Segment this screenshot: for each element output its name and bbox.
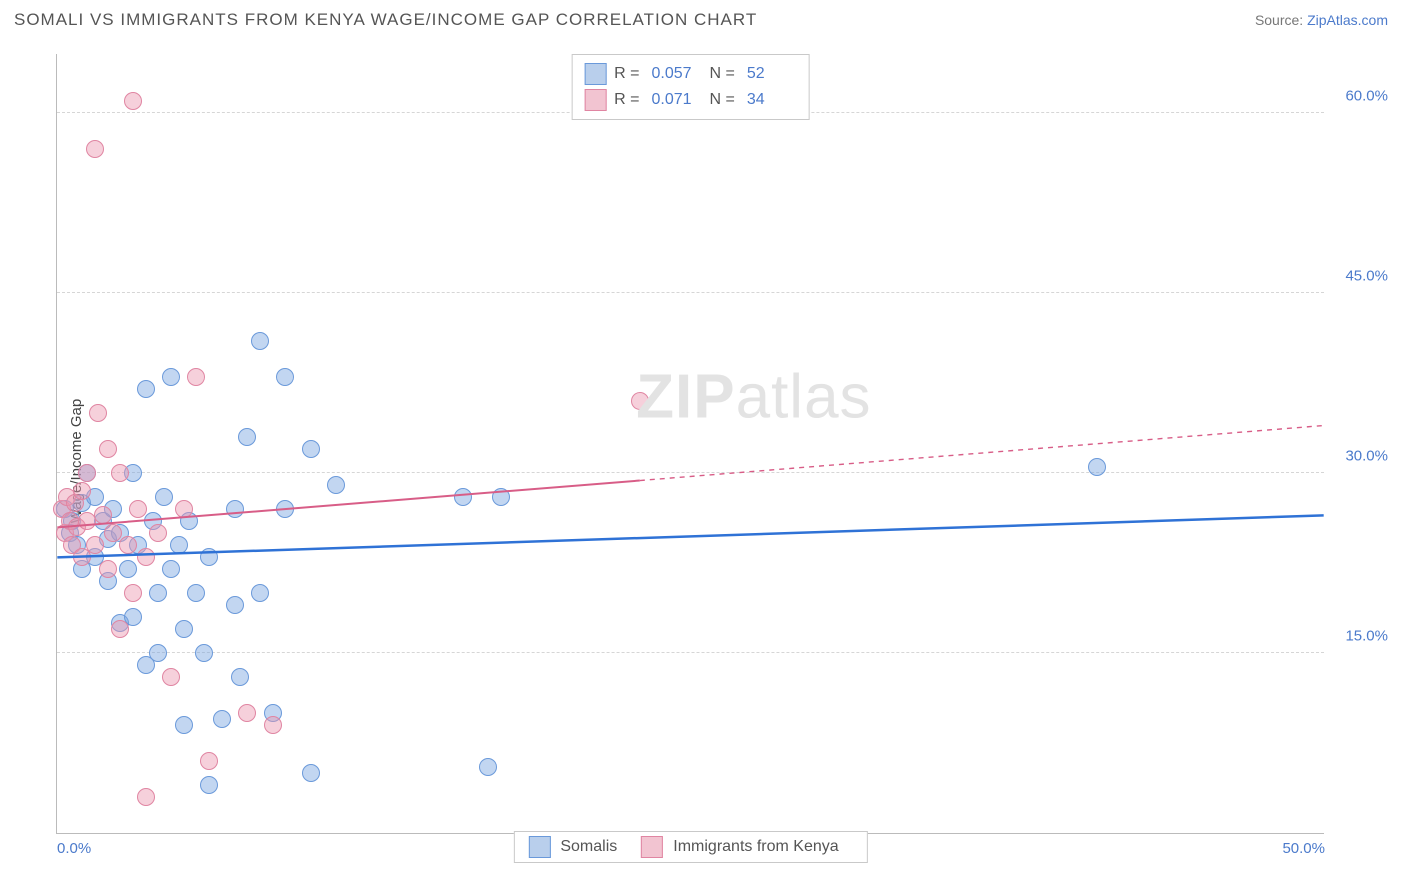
trendline-dashed <box>640 426 1324 481</box>
series-legend: Somalis Immigrants from Kenya <box>513 831 867 863</box>
legend-row-somalis: R = 0.057 N = 52 <box>584 61 797 87</box>
y-tick-label: 30.0% <box>1332 448 1388 465</box>
n-value-somalis: 52 <box>747 65 797 83</box>
r-label: R = <box>614 91 639 109</box>
source-link[interactable]: ZipAtlas.com <box>1307 12 1388 28</box>
y-tick-label: 45.0% <box>1332 268 1388 285</box>
r-value-somalis: 0.057 <box>652 65 702 83</box>
source-prefix: Source: <box>1255 12 1307 28</box>
x-tick-label: 50.0% <box>1282 840 1325 857</box>
y-tick-label: 15.0% <box>1332 628 1388 645</box>
r-label: R = <box>614 65 639 83</box>
chart-container: Wage/Income Gap ZIPatlas R = 0.057 N = 5… <box>14 44 1392 878</box>
r-value-kenya: 0.071 <box>652 91 702 109</box>
trend-lines <box>57 54 1324 833</box>
trendline-solid <box>57 481 640 528</box>
series-name-kenya: Immigrants from Kenya <box>673 838 838 856</box>
series-name-somalis: Somalis <box>560 838 617 856</box>
source-attribution: Source: ZipAtlas.com <box>1255 12 1388 28</box>
n-value-kenya: 34 <box>747 91 797 109</box>
n-label: N = <box>710 65 735 83</box>
x-tick-label: 0.0% <box>57 840 91 857</box>
swatch-kenya <box>584 89 606 111</box>
swatch-somalis <box>528 836 550 858</box>
y-tick-label: 60.0% <box>1332 88 1388 105</box>
trendline-solid <box>57 515 1323 557</box>
n-label: N = <box>710 91 735 109</box>
plot-area: ZIPatlas R = 0.057 N = 52 R = 0.071 N = … <box>56 54 1324 834</box>
swatch-kenya <box>641 836 663 858</box>
swatch-somalis <box>584 63 606 85</box>
chart-title: SOMALI VS IMMIGRANTS FROM KENYA WAGE/INC… <box>14 10 757 30</box>
legend-row-kenya: R = 0.071 N = 34 <box>584 87 797 113</box>
correlation-legend: R = 0.057 N = 52 R = 0.071 N = 34 <box>571 54 810 120</box>
